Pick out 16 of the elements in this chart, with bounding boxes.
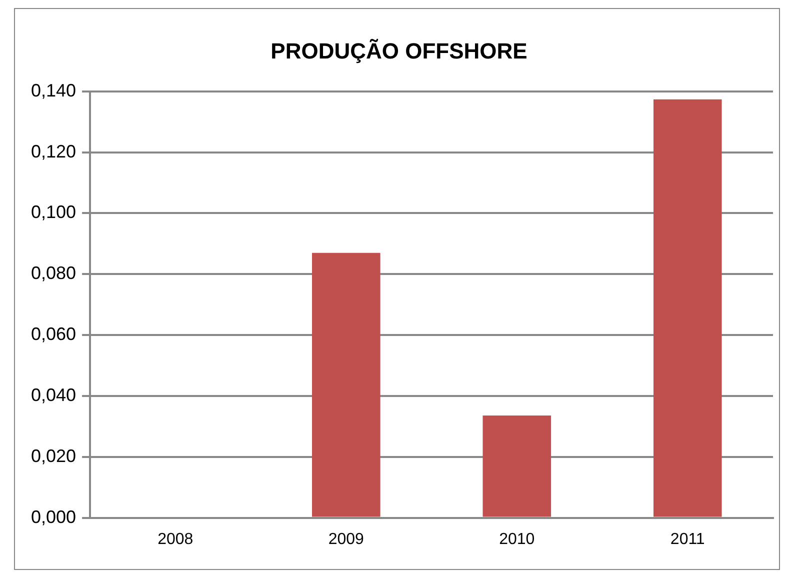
x-tick-label: 2008 <box>158 530 194 548</box>
bar <box>482 415 552 517</box>
y-tick-label: 0,080 <box>30 263 76 284</box>
chart-title: PRODUÇÃO OFFSHORE <box>270 38 528 64</box>
bar <box>653 99 722 517</box>
bar <box>312 252 380 517</box>
y-tick-label: 0,020 <box>30 446 76 466</box>
y-tick-label: 0,120 <box>30 141 76 162</box>
x-tick-label: 2009 <box>328 530 364 548</box>
y-tick-label: 0,040 <box>30 384 76 405</box>
y-tick-label: 0,000 <box>30 506 76 527</box>
y-tick-label: 0,100 <box>30 202 76 222</box>
x-tick-label: 2011 <box>670 530 705 548</box>
y-tick-label: 0,060 <box>30 324 76 344</box>
x-tick-label: 2010 <box>499 530 535 548</box>
y-tick-label: 0,140 <box>30 80 76 100</box>
